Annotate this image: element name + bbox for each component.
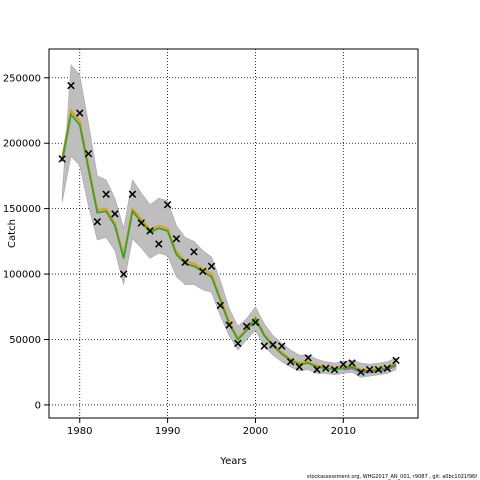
observed-point-stroke: [225, 321, 233, 329]
observed-point-stroke: [58, 155, 66, 163]
x-tick-label: 1990: [155, 426, 180, 437]
observed-point: [278, 342, 286, 350]
observed-points: [58, 81, 400, 376]
observed-point: [137, 219, 145, 227]
observed-point-stroke: [348, 359, 356, 367]
observed-point: [58, 155, 66, 163]
observed-point-stroke: [374, 365, 383, 374]
observed-point: [93, 217, 102, 226]
observed-point-stroke: [295, 363, 304, 371]
observed-point-stroke: [269, 340, 277, 349]
observed-point-stroke: [163, 200, 172, 209]
y-tick-label: 50000: [9, 335, 41, 346]
observed-point: [111, 210, 119, 218]
observed-point-stroke: [278, 342, 286, 350]
observed-point: [295, 363, 304, 371]
observed-point: [84, 149, 93, 158]
observed-point: [251, 318, 260, 327]
observed-point-stroke: [251, 318, 260, 327]
observed-point: [207, 262, 216, 270]
observed-point-stroke: [286, 358, 295, 366]
observed-point: [383, 364, 391, 373]
observed-point-stroke: [216, 301, 225, 310]
observed-point-stroke: [392, 356, 400, 365]
observed-point: [181, 258, 189, 267]
observed-point: [392, 356, 400, 365]
fit-line-purple: [343, 364, 397, 374]
observed-point-stroke: [67, 81, 75, 90]
axis-ticks: 1980 1990 2000 2010 0 50000 100000 150000 200000…: [3, 73, 356, 437]
observed-point-stroke: [260, 342, 268, 350]
observed-point-stroke: [304, 354, 312, 362]
y-tick-label: 200000: [3, 139, 41, 150]
observed-point-stroke: [190, 248, 198, 256]
observed-point: [225, 321, 233, 329]
observed-point: [304, 354, 312, 362]
observed-point-stroke: [155, 240, 163, 248]
observed-point: [242, 322, 251, 331]
x-axis-title: Years: [219, 456, 246, 467]
observed-point-stroke: [313, 365, 321, 374]
observed-point-stroke: [84, 149, 93, 158]
observed-point: [234, 339, 242, 348]
observed-point: [172, 235, 181, 243]
observed-point: [339, 360, 348, 369]
y-axis-title: Catch: [7, 219, 18, 248]
fit-line-green: [61, 112, 397, 372]
observed-point: [216, 301, 225, 310]
observed-point: [102, 190, 110, 198]
observed-point-stroke: [146, 227, 154, 235]
confidence-band-area: [61, 63, 397, 378]
observed-point-stroke: [137, 219, 145, 227]
observed-point: [357, 368, 365, 376]
observed-point-stroke: [339, 360, 348, 369]
observed-point-stroke: [76, 109, 84, 117]
observed-point-stroke: [330, 365, 339, 374]
observed-point: [155, 240, 163, 248]
observed-point: [128, 190, 137, 198]
observed-point: [146, 227, 154, 235]
confidence-band: [61, 63, 397, 378]
observed-point-stroke: [242, 322, 251, 331]
observed-point-stroke: [365, 365, 374, 374]
observed-point-stroke: [102, 190, 110, 198]
observed-point: [119, 270, 128, 278]
observed-point-stroke: [172, 235, 181, 243]
x-tick-label: 2000: [243, 426, 268, 437]
observed-point-stroke: [119, 270, 128, 278]
observed-point-stroke: [322, 364, 330, 373]
x-tick-label: 1980: [67, 426, 92, 437]
y-tick-label: 150000: [3, 204, 41, 215]
observed-point: [365, 365, 374, 374]
observed-point-stroke: [128, 190, 137, 198]
y-tick-label: 0: [35, 400, 41, 411]
observed-point: [322, 364, 330, 373]
observed-point-stroke: [383, 364, 391, 373]
observed-point-stroke: [207, 262, 216, 270]
observed-point-stroke: [234, 339, 242, 348]
observed-point-stroke: [93, 217, 102, 226]
observed-point: [348, 359, 356, 367]
plot-frame: [48, 48, 419, 419]
observed-point-stroke: [181, 258, 189, 267]
observed-point: [269, 340, 277, 349]
observed-point: [76, 109, 84, 117]
observed-point: [199, 267, 207, 276]
observed-point-stroke: [199, 267, 207, 276]
observed-point: [286, 358, 295, 366]
observed-point: [67, 81, 75, 90]
observed-point: [374, 365, 383, 374]
observed-point: [163, 200, 172, 209]
observed-point: [260, 342, 268, 350]
observed-point: [313, 365, 321, 374]
observed-point: [190, 248, 198, 256]
y-tick-label: 250000: [3, 73, 41, 84]
observed-point-stroke: [357, 368, 365, 376]
x-tick-label: 2010: [331, 426, 356, 437]
observed-point-stroke: [111, 210, 119, 218]
y-tick-label: 100000: [3, 270, 41, 281]
observed-point: [330, 365, 339, 374]
footer-credit: stockassessment.org, WHG2017_AN_001, r90…: [307, 474, 477, 480]
